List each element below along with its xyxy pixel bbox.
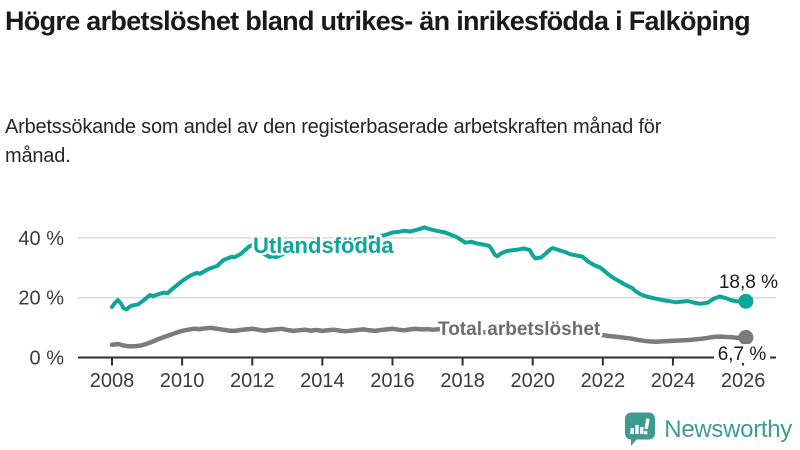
chart-annotations: Utlandsfödda Total arbetslöshet 18,8 % 6,7 …	[251, 231, 779, 366]
x-tick-label: 2018	[440, 370, 485, 392]
x-tick-label: 2012	[230, 370, 275, 392]
series-line-total	[109, 325, 749, 349]
series-end-dot	[738, 293, 754, 309]
x-tick-label: 2020	[510, 370, 555, 392]
x-tick-label: 2008	[90, 370, 135, 392]
x-tick-label: 2014	[300, 370, 345, 392]
x-tick-label: 2026	[721, 370, 766, 392]
series-end-dot	[738, 329, 754, 345]
y-tick-label: 0 %	[30, 348, 65, 370]
label-backdrop	[714, 344, 770, 363]
series-label: Total arbetslöshet	[438, 319, 601, 340]
x-tick-label: 2016	[370, 370, 415, 392]
x-axis: 2008 2010 2012 2014 2016 2018 2020 2022 2024 2026	[90, 357, 766, 392]
y-tick-label: 40 %	[18, 228, 64, 250]
chart-subtitle: Arbetssökande som andel av den registerb…	[5, 116, 662, 167]
end-value-label-total: 6,7 %	[718, 344, 767, 365]
end-value-label-utlandsfodda: 18,8 %	[719, 272, 778, 293]
bar-chart-speech-bubble-icon	[625, 412, 656, 446]
x-tick-label: 2010	[160, 370, 205, 392]
x-tick-label: 2024	[651, 370, 696, 392]
newsworthy-wordmark: Newsworthy	[664, 415, 792, 443]
series-lines	[109, 225, 754, 349]
chart-title: Högre arbetslöshet bland utrikes- än inr…	[5, 6, 751, 36]
y-tick-label: 20 %	[18, 288, 64, 310]
newsworthy-logo: Newsworthy	[624, 412, 792, 447]
x-tick-label: 2022	[581, 370, 626, 392]
series-label: Utlandsfödda	[253, 233, 394, 258]
series-line-utlandsfodda	[110, 225, 748, 312]
